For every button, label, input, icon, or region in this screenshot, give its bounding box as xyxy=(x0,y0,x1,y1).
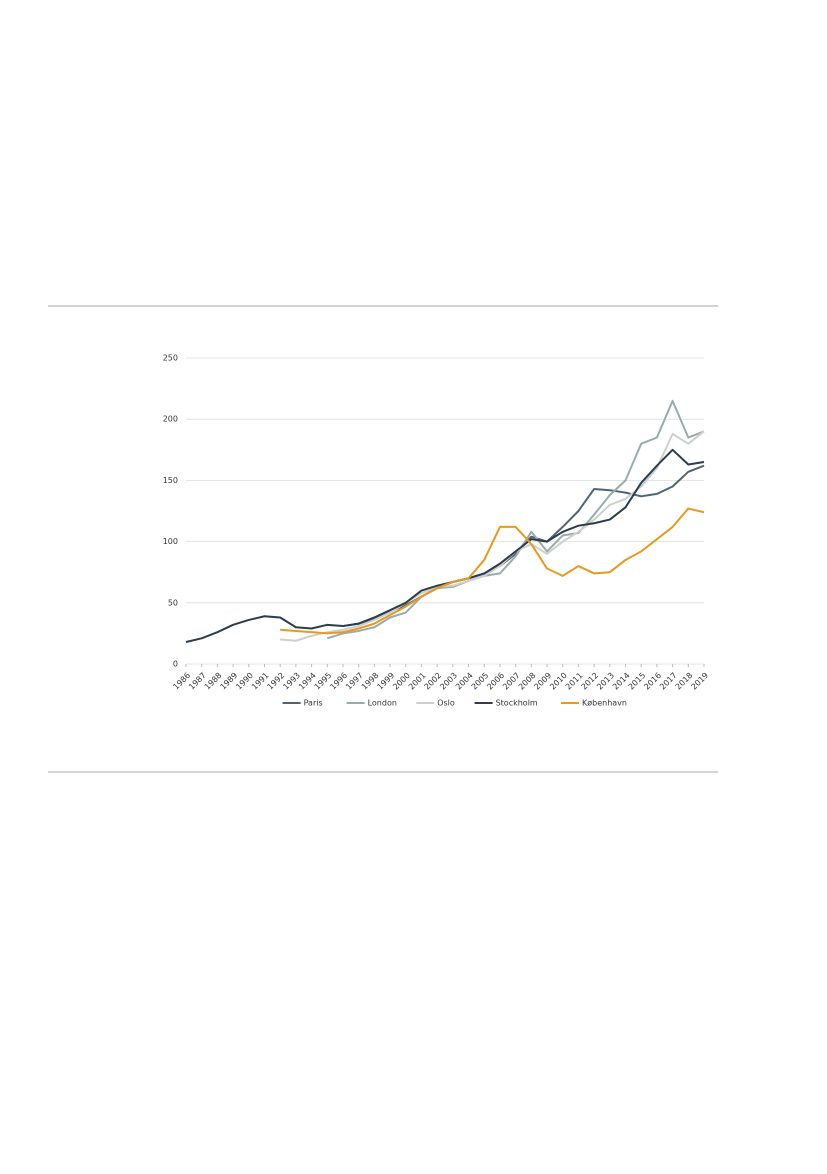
y-tick-label: 50 xyxy=(168,598,178,607)
x-tick-label: 2019 xyxy=(689,671,710,692)
legend-label: Paris xyxy=(304,699,323,708)
series-line xyxy=(326,399,705,640)
y-tick-label: 100 xyxy=(163,537,178,546)
series-line xyxy=(185,448,705,643)
y-tick-label: 0 xyxy=(173,660,178,669)
y-tick-label: 200 xyxy=(163,415,178,424)
series-line xyxy=(280,430,705,642)
legend-label: London xyxy=(368,699,397,708)
legend-label: København xyxy=(582,699,627,708)
legend-label: Stockholm xyxy=(496,699,538,708)
y-tick-label: 250 xyxy=(163,354,178,363)
series-line xyxy=(280,507,705,635)
y-tick-label: 150 xyxy=(163,476,178,485)
legend-label: Oslo xyxy=(437,699,455,708)
